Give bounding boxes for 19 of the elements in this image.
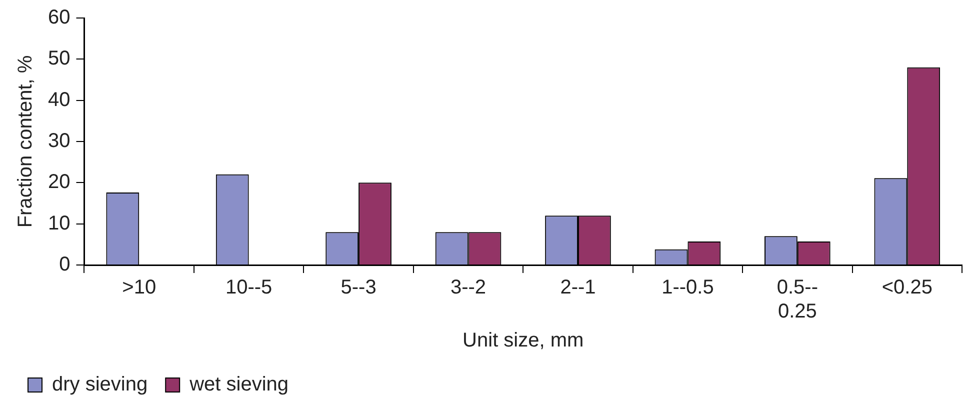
y-tick-label: 0 (59, 254, 70, 276)
legend-label: wet sieving (188, 374, 289, 396)
legend-label: dry sieving (52, 374, 148, 396)
y-axis-title: Fraction content, % (14, 55, 37, 228)
x-tick-label: <0.25 (882, 276, 932, 299)
y-tick-label: 40 (48, 88, 70, 111)
y-tick-label: 10 (48, 212, 70, 234)
x-tick-label: 5--3 (340, 276, 376, 299)
x-tick-label: 10--5 (225, 276, 272, 299)
y-tick-label: 30 (48, 130, 70, 152)
x-tick-label: 0.5-- 0.25 (776, 276, 818, 323)
x-tick-label: >10 (122, 276, 156, 299)
y-tick-label: 50 (48, 48, 70, 70)
y-tick-label: 20 (48, 171, 70, 194)
y-tick-label: 60 (48, 6, 70, 29)
x-tick-label: 1--0.5 (662, 276, 714, 299)
x-tick-label: 3--2 (450, 276, 486, 299)
x-tick-label: 2--1 (560, 276, 596, 299)
x-axis-title: Unit size, mm (462, 330, 584, 352)
